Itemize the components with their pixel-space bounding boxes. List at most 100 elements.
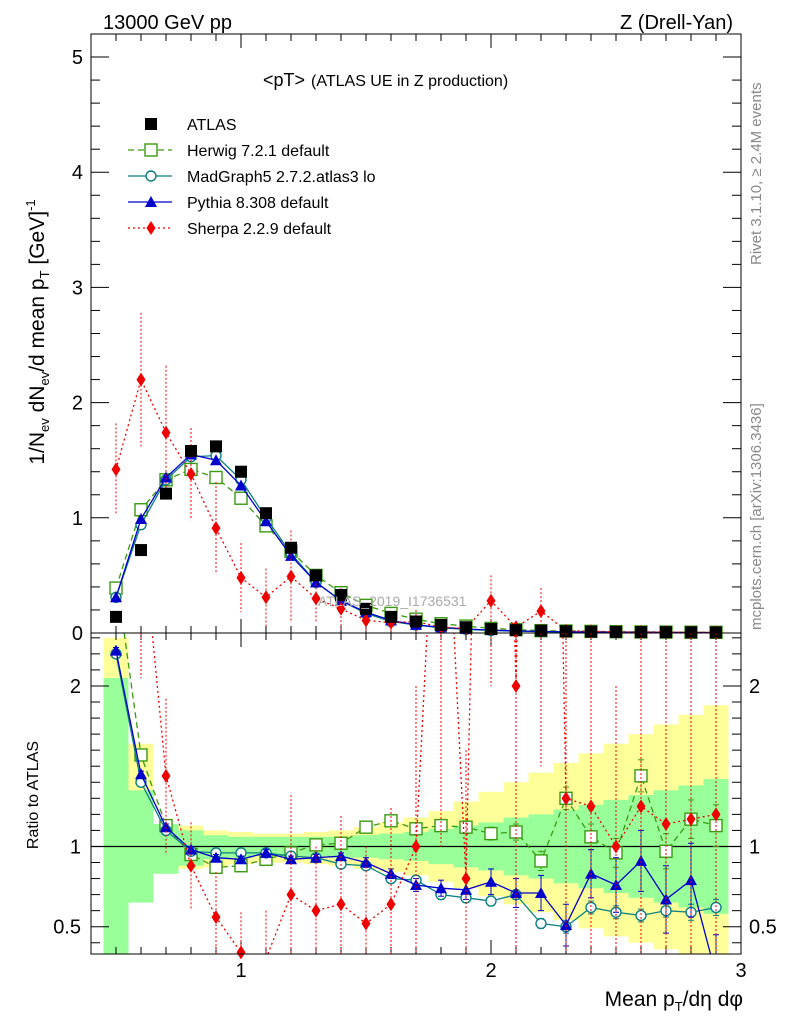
legend-marker — [144, 143, 158, 157]
legend-label: MadGraph5 2.7.2.atlas3 lo — [187, 169, 376, 186]
main-point-atlas — [410, 615, 422, 628]
main-point-sherpa-2-2-9-default — [186, 467, 196, 482]
x-tick-label: 2 — [485, 960, 496, 982]
main-point-atlas — [260, 507, 272, 520]
ratio-point-sherpa-2-2-9-default — [686, 812, 696, 827]
ratio-point-sherpa-2-2-9-default — [386, 897, 396, 912]
ratio-point-pythia-8-308-default — [460, 883, 472, 895]
main-point-atlas — [235, 465, 247, 478]
main-y-tick-label: 1 — [72, 508, 83, 530]
plot-title: <pT> (ATLAS UE in Z production) — [263, 70, 508, 90]
header-left-label: 13000 GeV pp — [103, 12, 232, 34]
ratio-plot-frame — [90, 632, 742, 955]
ratio-point-herwig-7-2-1-default — [309, 838, 323, 852]
ratio-point-herwig-7-2-1-default — [209, 860, 223, 875]
ratio-point-herwig-7-2-1-default — [509, 825, 523, 839]
ratio-point-sherpa-2-2-9-default — [186, 858, 196, 873]
ratio-point-pythia-8-308-default — [610, 878, 622, 890]
legend: ATLAS Herwig 7.2.1 default MadGraph5 2.7.2… — [128, 117, 376, 238]
ratio-point-pythia-8-308-default — [260, 846, 272, 858]
legend-marker — [145, 196, 157, 207]
main-point-herwig-7-2-1-default — [234, 491, 248, 505]
main-point-sherpa-2-2-9-default — [136, 372, 146, 387]
ratio-point-sherpa-2-2-9-default — [311, 903, 321, 918]
ratio-point-pythia-8-308-default — [185, 843, 197, 855]
ratio-y-tick-label-right: 0.5 — [749, 917, 777, 939]
ratio-y-axis-label: Ratio to ATLAS — [25, 741, 42, 849]
ratio-point-sherpa-2-2-9-default — [661, 816, 671, 831]
main-point-pythia-8-308-default — [310, 576, 322, 588]
legend-item-sherpa-2-2-9-default: Sherpa 2.2.9 default — [128, 221, 332, 238]
ratio-point-pythia-8-308-default — [535, 887, 547, 899]
legend-label: ATLAS — [187, 117, 237, 134]
ratio-point-herwig-7-2-1-default — [359, 820, 373, 834]
ratio-point-pythia-8-308-default — [560, 919, 572, 931]
ratio-y-tick-label-right: 2 — [749, 676, 760, 698]
ratio-point-sherpa-2-2-9-default — [286, 887, 296, 902]
main-point-atlas — [310, 569, 322, 582]
main-point-sherpa-2-2-9-default — [236, 570, 246, 585]
main-y-tick-label: 5 — [72, 47, 83, 69]
main-point-sherpa-2-2-9-default — [486, 593, 496, 608]
ratio-point-sherpa-2-2-9-default — [711, 807, 721, 822]
ratio-point-sherpa-2-2-9-default — [411, 839, 421, 854]
ratio-point-pythia-8-308-default — [110, 644, 122, 656]
main-point-sherpa-2-2-9-default — [536, 604, 546, 619]
ratio-point-pythia-8-308-default — [510, 887, 522, 899]
ratio-point-pythia-8-308-default — [310, 851, 322, 863]
ratio-y-tick-label: 1 — [70, 836, 81, 858]
legend-item-atlas: ATLAS — [145, 117, 237, 134]
mcplots-side-label: mcplots.cern.ch [arXiv:1306.3436] — [748, 403, 765, 630]
legend-marker — [145, 170, 157, 182]
ratio-point-sherpa-2-2-9-default — [361, 916, 371, 931]
ratio-y-tick-label-right: 1 — [749, 836, 760, 858]
main-point-atlas — [160, 487, 172, 500]
main-point-pythia-8-308-default — [135, 512, 147, 524]
ratio-point-pythia-8-308-default — [635, 854, 647, 866]
ratio-point-herwig-7-2-1-default — [634, 769, 648, 783]
main-point-atlas — [435, 618, 447, 631]
main-point-atlas — [610, 625, 622, 638]
legend-label: Sherpa 2.2.9 default — [187, 221, 332, 238]
main-y-tick-label: 2 — [72, 393, 83, 415]
plot-title-subtitle: (ATLAS UE in Z production) — [311, 73, 508, 90]
ratio-point-pythia-8-308-default — [210, 851, 222, 863]
main-point-sherpa-2-2-9-default — [161, 425, 171, 440]
legend-item-madgraph5-2-7-2-atlas3-lo: MadGraph5 2.7.2.atlas3 lo — [128, 169, 376, 186]
legend-item-pythia-8-308-default: Pythia 8.308 default — [128, 195, 329, 212]
main-point-pythia-8-308-default — [160, 471, 172, 483]
ratio-point-madgraph5-2-7-2-atlas3-lo — [485, 895, 497, 907]
ratio-point-pythia-8-308-default — [335, 850, 347, 862]
main-point-sherpa-2-2-9-default — [286, 569, 296, 584]
main-point-atlas — [585, 625, 597, 638]
main-point-atlas — [660, 626, 672, 639]
main-point-atlas — [210, 440, 222, 453]
ratio-point-herwig-7-2-1-default — [534, 854, 548, 868]
ratio-point-pythia-8-308-default — [410, 878, 422, 890]
main-point-herwig-7-2-1-default — [209, 470, 223, 485]
ratio-point-herwig-7-2-1-default — [334, 836, 348, 850]
x-tick-label: 1 — [235, 960, 246, 982]
ratio-point-sherpa-2-2-9-default — [461, 871, 471, 886]
main-point-sherpa-2-2-9-default — [111, 462, 121, 477]
ratio-point-sherpa-2-2-9-default — [161, 768, 171, 783]
main-point-atlas — [285, 541, 297, 554]
main-y-tick-label: 4 — [72, 162, 83, 184]
legend-item-herwig-7-2-1-default: Herwig 7.2.1 default — [128, 143, 330, 160]
legend-label: Herwig 7.2.1 default — [187, 143, 330, 160]
ratio-point-herwig-7-2-1-default — [659, 844, 673, 858]
ratio-point-sherpa-2-2-9-default — [611, 839, 621, 854]
ratio-band-green-bin — [103, 677, 129, 954]
main-point-atlas — [110, 610, 122, 623]
main-point-atlas — [685, 626, 697, 639]
ratio-point-madgraph5-2-7-2-atlas3-lo — [535, 917, 547, 930]
ratio-point-pythia-8-308-default — [685, 874, 697, 886]
analysis-watermark: ATLAS_2019_I1736531 — [318, 593, 467, 609]
ratio-point-sherpa-2-2-9-default — [511, 678, 521, 693]
ratio-point-herwig-7-2-1-default — [484, 826, 498, 841]
ratio-point-pythia-8-308-default — [435, 882, 447, 894]
ratio-point-sherpa-2-2-9-default — [561, 791, 571, 806]
header-right-label: Z (Drell-Yan) — [620, 12, 733, 34]
main-point-atlas — [360, 602, 372, 615]
